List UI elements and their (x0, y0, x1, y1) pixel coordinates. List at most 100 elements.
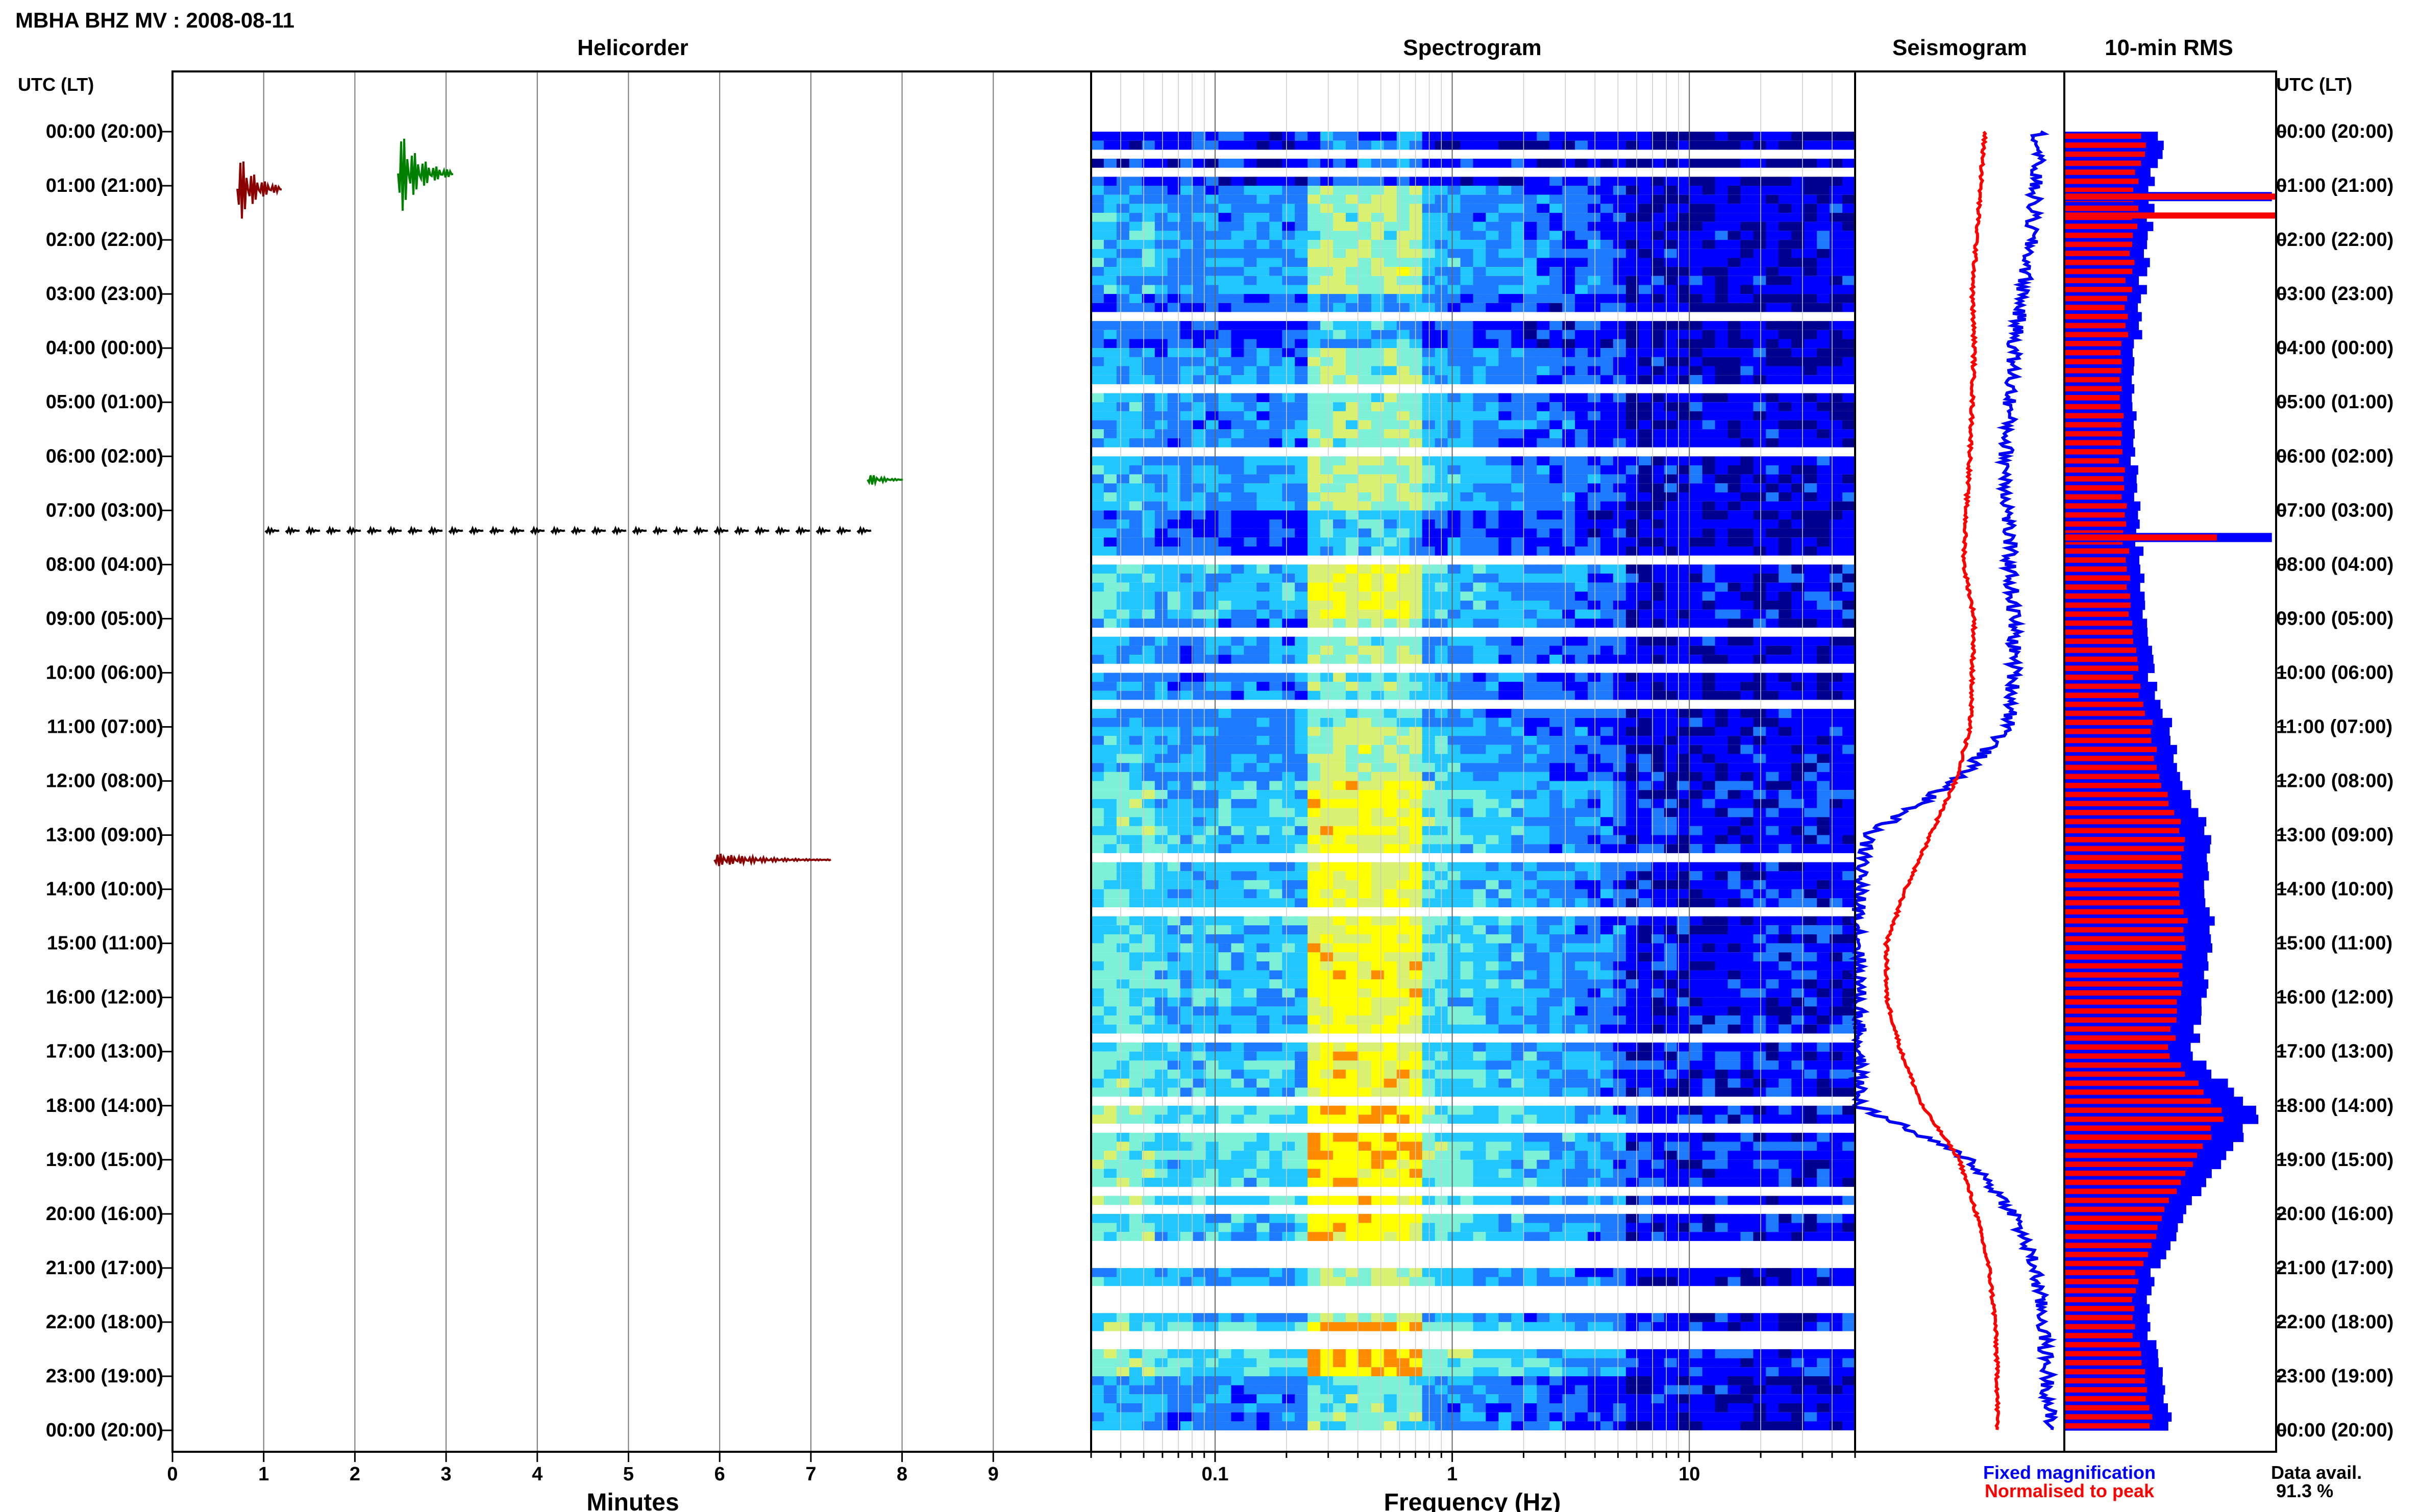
spectrogram-cell (1702, 817, 1716, 826)
spectrogram-cell (1447, 330, 1461, 339)
spectrogram-cell (1702, 231, 1716, 240)
spectrogram-cell (1715, 844, 1729, 853)
spectrogram-cell (1384, 763, 1397, 772)
spectrogram-cell (1664, 249, 1677, 258)
spectrogram-cell (1409, 483, 1423, 492)
spectrogram-cell (1244, 574, 1257, 583)
spectrogram-cell (1218, 655, 1232, 664)
spectrogram-cell (1422, 276, 1436, 285)
spectrogram-cell (1625, 618, 1639, 628)
spectrogram-cell (1473, 547, 1487, 556)
spectrogram-cell (1511, 221, 1525, 231)
spectrogram-cell (1804, 501, 1818, 511)
spectrogram-cell (1193, 159, 1206, 168)
spectrogram-cell (1180, 898, 1194, 907)
spectrogram-cell (1830, 582, 1843, 592)
spectrogram-cell (1740, 231, 1754, 240)
spectrogram-cell (1358, 348, 1372, 357)
spectrogram-cell (1103, 618, 1117, 628)
spectrogram-cell (1320, 159, 1334, 168)
spectrogram-cell (1473, 601, 1487, 610)
spectrogram-cell (1524, 763, 1538, 772)
spectrogram-cell (1613, 889, 1626, 899)
spectrogram-cell (1486, 294, 1499, 303)
spectrogram-cell (1333, 618, 1346, 628)
spectrogram-cell (1422, 492, 1436, 502)
spectrogram-cell (1409, 717, 1423, 727)
spectrogram-cell (1625, 934, 1639, 944)
spectrogram-cell (1282, 348, 1296, 357)
spectrogram-cell (1498, 799, 1512, 808)
spectrogram-cell (1409, 898, 1423, 907)
spectrogram-cell (1103, 132, 1117, 141)
spectrogram-cell (1218, 772, 1232, 781)
spectrogram-cell (1180, 574, 1194, 583)
spectrogram-cell (1766, 889, 1780, 899)
spectrogram-cell (1447, 790, 1461, 799)
spectrogram-cell (1307, 132, 1321, 141)
spectrogram-cell (1320, 537, 1334, 547)
spectrogram-cell (1180, 952, 1194, 961)
spectrogram-cell (1613, 916, 1626, 926)
spectrogram-cell (1218, 591, 1232, 601)
spectrogram-cell (1116, 574, 1130, 583)
spectrogram-cell (1664, 709, 1677, 718)
spectrogram-cell (1103, 213, 1117, 222)
spectrogram-cell (1537, 736, 1550, 745)
spectrogram-cell (1396, 898, 1410, 907)
spectrogram-cell (1664, 285, 1677, 294)
spectrogram-cell (1129, 952, 1143, 961)
spectrogram-cell (1333, 609, 1346, 619)
spectrogram-cell (1244, 177, 1257, 186)
spectrogram-cell (1384, 366, 1397, 376)
spectrogram-cell (1753, 411, 1767, 420)
spectrogram-cell (1193, 763, 1206, 772)
spectrogram-cell (1396, 709, 1410, 718)
spectrogram-cell (1320, 943, 1334, 953)
spectrogram-cell (1562, 429, 1576, 438)
spectrogram-cell (1638, 781, 1652, 790)
spectrogram-cell (1180, 582, 1194, 592)
spectrogram-cell (1244, 871, 1257, 880)
spectrogram-cell (1613, 808, 1626, 817)
spectrogram-cell (1498, 817, 1512, 826)
spectrogram-cell (1638, 717, 1652, 727)
spectrogram-cell (1676, 537, 1690, 547)
spectrogram-cell (1638, 574, 1652, 583)
spectrogram-cell (1791, 943, 1805, 953)
spectrogram-cell (1613, 582, 1626, 592)
spectrogram-cell (1715, 646, 1729, 655)
spectrogram-cell (1129, 925, 1143, 934)
spectrogram-cell (1129, 339, 1143, 349)
spectrogram-cell (1779, 880, 1792, 889)
spectrogram-cell (1116, 402, 1130, 411)
spectrogram-cell (1727, 159, 1741, 168)
spectrogram-cell (1129, 267, 1143, 276)
spectrogram-cell (1282, 231, 1296, 240)
spectrogram-cell (1167, 285, 1181, 294)
spectrogram-cell (1346, 799, 1359, 808)
spectrogram-cell (1396, 673, 1410, 682)
spectrogram-cell (1231, 934, 1245, 944)
spectrogram-cell (1142, 249, 1155, 258)
spectrogram-cell (1473, 717, 1487, 727)
spectrogram-cell (1460, 528, 1474, 538)
spectrogram-cell (1727, 682, 1741, 691)
spectrogram-cell (1830, 411, 1843, 420)
spectrogram-cell (1167, 321, 1181, 330)
spectrogram-cell (1511, 817, 1525, 826)
spectrogram-cell (1613, 132, 1626, 141)
spectrogram-cell (1549, 267, 1563, 276)
spectrogram-cell (1129, 646, 1143, 655)
spectrogram-cell (1651, 474, 1665, 484)
spectrogram-cell (1753, 438, 1767, 448)
spectrogram-cell (1218, 844, 1232, 853)
spectrogram-cell (1422, 736, 1436, 745)
spectrogram-cell (1486, 871, 1499, 880)
spectrogram-cell (1358, 375, 1372, 384)
spectrogram-cell (1269, 636, 1283, 646)
spectrogram-cell (1358, 781, 1372, 790)
spectrogram-cell (1460, 465, 1474, 475)
spectrogram-cell (1613, 574, 1626, 583)
spectrogram-cell (1524, 736, 1538, 745)
